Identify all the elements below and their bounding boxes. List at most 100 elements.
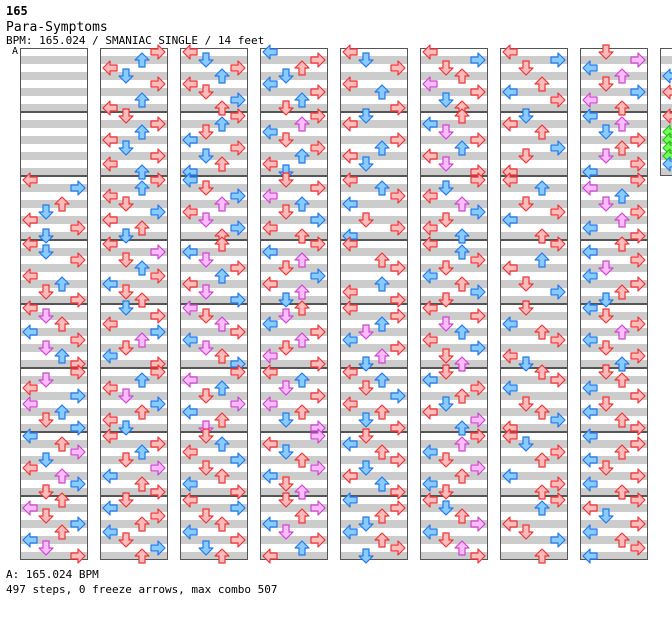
arrow-down-icon [358,516,374,532]
arrow-down-icon [438,124,454,140]
arrow-right-icon [150,76,166,92]
measure [260,304,328,368]
arrow-right-icon [390,260,406,276]
arrow-left-icon [182,372,198,388]
arrow-right-icon [230,532,246,548]
arrow-right-icon [550,372,566,388]
arrow-left-icon [422,300,438,316]
arrow-right-icon [630,436,646,452]
arrow-right-icon [310,460,326,476]
arrow-right-icon [550,476,566,492]
arrow-up-icon [214,516,230,532]
arrow-left-icon [102,60,118,76]
arrow-up-icon [214,116,230,132]
measure [180,304,248,368]
arrow-up-icon [214,548,230,564]
arrow-left-icon [582,60,598,76]
arrow-down-icon [438,532,454,548]
arrow-up-icon [134,476,150,492]
arrow-left-icon [22,500,38,516]
arrow-up-icon [294,252,310,268]
arrow-down-icon [198,540,214,556]
arrow-right-icon [230,260,246,276]
arrow-up-icon [134,292,150,308]
arrow-right-icon [630,468,646,484]
arrow-left-icon [342,332,358,348]
arrow-left-icon [22,300,38,316]
arrow-left-icon [342,116,358,132]
arrow-right-icon [310,428,326,444]
arrow-right-icon [310,324,326,340]
arrow-left-icon [662,84,672,100]
arrow-down-icon [118,252,134,268]
arrow-right-icon [70,252,86,268]
arrow-up-icon [454,540,470,556]
arrow-left-icon [502,316,518,332]
arrow-left-icon [502,116,518,132]
arrow-up-icon [294,484,310,500]
measure [500,496,568,560]
arrow-up-icon [374,84,390,100]
arrow-up-icon [374,348,390,364]
arrow-down-icon [438,260,454,276]
arrow-down-icon [278,172,294,188]
steps-summary: 497 steps, 0 freeze arrows, max combo 50… [6,583,278,596]
arrow-right-icon [630,52,646,68]
arrow-right-icon [390,420,406,436]
arrow-down-icon [198,428,214,444]
arrow-right-icon [390,132,406,148]
arrow-up-icon [534,124,550,140]
arrow-left-icon [262,316,278,332]
arrow-right-icon [230,324,246,340]
arrow-left-icon [342,172,358,188]
arrow-right-icon [310,212,326,228]
arrow-up-icon [214,468,230,484]
arrow-right-icon [390,308,406,324]
arrow-right-icon [630,316,646,332]
arrow-down-icon [38,372,54,388]
arrow-up-icon [454,356,470,372]
arrow-down-icon [358,380,374,396]
arrow-left-icon [182,172,198,188]
arrow-right-icon [390,500,406,516]
arrow-up-icon [54,196,70,212]
arrow-right-icon [70,388,86,404]
arrow-left-icon [182,300,198,316]
arrow-right-icon [230,364,246,380]
arrow-left-icon [582,332,598,348]
arrow-left-icon [22,460,38,476]
arrow-down-icon [278,100,294,116]
arrow-left-icon [102,380,118,396]
arrow-up-icon [454,508,470,524]
arrow-left-icon [102,348,118,364]
arrow-down-icon [38,452,54,468]
arrow-right-icon [150,268,166,284]
arrow-left-icon [342,284,358,300]
arrow-right-icon [150,148,166,164]
arrow-left-icon [582,404,598,420]
arrow-down-icon [198,388,214,404]
measure [340,48,408,112]
arrow-up-icon [294,300,310,316]
arrow-right-icon [550,140,566,156]
arrow-up-icon [214,196,230,212]
arrow-left-icon [102,276,118,292]
arrow-left-icon [102,100,118,116]
arrow-left-icon [502,84,518,100]
arrow-left-icon [22,236,38,252]
arrow-right-icon [310,180,326,196]
arrow-up-icon [214,348,230,364]
arrow-down-icon [598,340,614,356]
arrow-left-icon [582,428,598,444]
arrow-right-icon [230,484,246,500]
arrow-left-icon [102,156,118,172]
arrow-right-icon [70,444,86,460]
measure [420,496,488,560]
arrow-up-icon [534,324,550,340]
arrow-up-icon [294,540,310,556]
arrow-left-icon [182,404,198,420]
arrow-right-icon [630,156,646,172]
arrow-up-icon [134,92,150,108]
arrow-up-icon [454,420,470,436]
